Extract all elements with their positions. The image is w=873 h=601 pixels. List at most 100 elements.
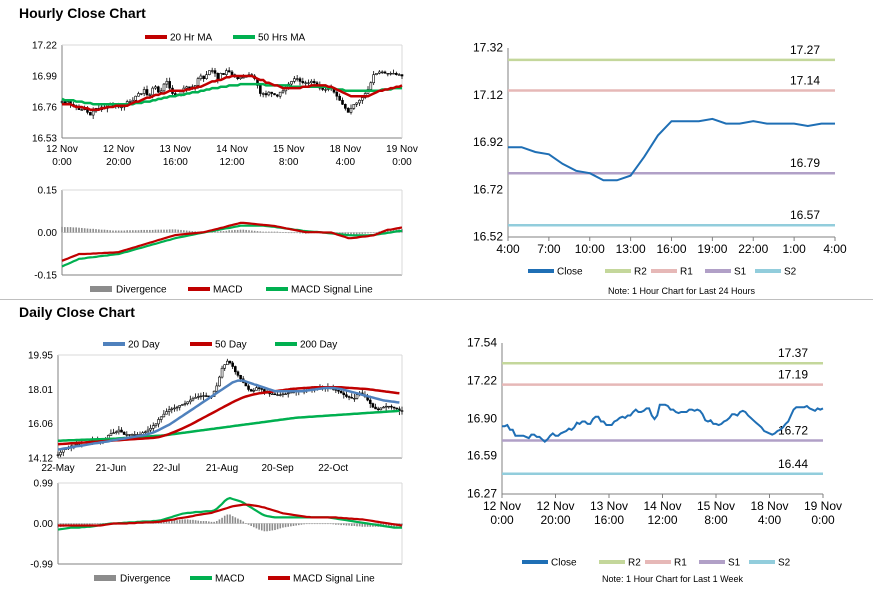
candle-body — [372, 74, 375, 84]
candle-body — [183, 403, 187, 405]
divergence-bar — [369, 523, 372, 527]
divergence-bar — [229, 514, 231, 524]
candle-body — [276, 94, 279, 97]
x-tick-label: 12 Nov — [483, 499, 521, 513]
candle-body — [263, 389, 266, 392]
divergence-bar — [69, 227, 72, 233]
macd-line — [61, 221, 403, 262]
divergence-bar — [259, 231, 262, 233]
divergence-bar — [225, 230, 228, 233]
divergence-bar — [350, 232, 352, 236]
candle-body — [145, 89, 149, 96]
candle-body — [384, 405, 388, 408]
candle-body — [386, 73, 390, 75]
candle-body — [56, 454, 60, 456]
candle-body — [347, 396, 351, 398]
divergence-bar — [197, 520, 200, 524]
candle-body — [355, 394, 359, 399]
candle-body — [361, 97, 364, 101]
x-tick-label: 0:00 — [811, 513, 835, 527]
y-tick-label: 18.01 — [28, 385, 53, 396]
candle-body — [208, 70, 211, 75]
divergence-bar — [181, 519, 184, 524]
candle-body — [290, 81, 293, 85]
candle-body — [230, 71, 234, 75]
candle-body — [112, 432, 115, 434]
x-tick-label: 16:00 — [656, 242, 686, 256]
divergence-bar — [221, 517, 223, 524]
x-tick-label: 21-Jun — [96, 463, 127, 474]
y-tick-label: 16.59 — [467, 448, 497, 462]
y-tick-label: 16.90 — [467, 412, 497, 426]
divergence-bar — [234, 517, 237, 524]
divergence-bar — [215, 521, 218, 524]
candle-body — [120, 106, 123, 109]
candle-body — [231, 362, 234, 367]
candle-body — [252, 390, 256, 392]
divergence-bar — [268, 523, 271, 531]
candle-body — [167, 409, 171, 412]
signal-line — [58, 503, 403, 527]
candle-body — [225, 70, 228, 75]
candle-body — [186, 401, 189, 404]
divergence-bar — [210, 521, 213, 524]
candle-body — [321, 87, 324, 90]
x-tick-label: 13 Nov — [590, 499, 628, 513]
divergence-bar — [86, 523, 88, 525]
legend-label: R1 — [680, 267, 693, 278]
divergence-bar — [337, 523, 340, 525]
divergence-bar — [260, 523, 263, 531]
candle-body — [162, 413, 166, 418]
divergence-bar — [191, 231, 194, 233]
candle-body — [270, 91, 273, 94]
ma200-line — [58, 409, 400, 442]
candle-body — [310, 81, 313, 84]
x-tick-label: 10:00 — [575, 242, 605, 256]
x-tick-label: 4:00 — [496, 242, 520, 256]
divergence-bar — [367, 232, 369, 234]
divergence-bar — [99, 523, 102, 524]
candle-body — [228, 360, 232, 364]
candle-body — [151, 87, 154, 96]
ma20-line — [57, 379, 400, 451]
candle-body — [260, 388, 264, 390]
legend-label: 20 Day — [128, 340, 160, 351]
legend-label: S1 — [728, 558, 741, 569]
x-tick-label: 16:00 — [163, 157, 188, 168]
candle-body — [173, 407, 176, 410]
candle-body — [159, 90, 163, 93]
divergence-bar — [72, 227, 75, 233]
y-tick-label: 17.22 — [467, 374, 497, 388]
candle-body — [178, 405, 182, 408]
divergence-bar — [218, 519, 221, 524]
candle-body — [125, 434, 129, 436]
divergence-bar — [296, 232, 298, 234]
divergence-bar — [137, 230, 140, 233]
candle-body — [196, 396, 200, 398]
divergence-bar — [364, 523, 366, 527]
candle-body — [339, 390, 343, 394]
candle-body — [59, 451, 62, 456]
divergence-bar — [189, 519, 192, 524]
x-tick-label: 16:00 — [594, 513, 624, 527]
divergence-bar — [298, 523, 300, 526]
candle-body — [247, 385, 250, 390]
divergence-bar — [353, 232, 355, 236]
divergence-bar — [95, 229, 97, 233]
divergence-bar — [83, 523, 86, 526]
y-tick-label: -0.15 — [34, 271, 57, 282]
candle-body — [349, 108, 353, 113]
y-tick-label: 17.12 — [473, 88, 503, 102]
chart-note: Note: 1 Hour Chart for Last 24 Hours — [608, 286, 756, 296]
candle-body — [298, 78, 302, 82]
x-tick-label: 22:00 — [738, 242, 768, 256]
daily-macd-chart: 0.99 0.00 -0.99 Divergence MACD MACD Signal L… — [30, 479, 403, 585]
candle-body — [80, 109, 84, 111]
legend-label: Divergence — [120, 574, 171, 585]
candle-body — [400, 74, 404, 77]
divergence-bar — [345, 523, 348, 526]
divergence-bar — [338, 232, 341, 234]
candle-body — [148, 94, 152, 96]
divergence-bar — [219, 231, 222, 233]
